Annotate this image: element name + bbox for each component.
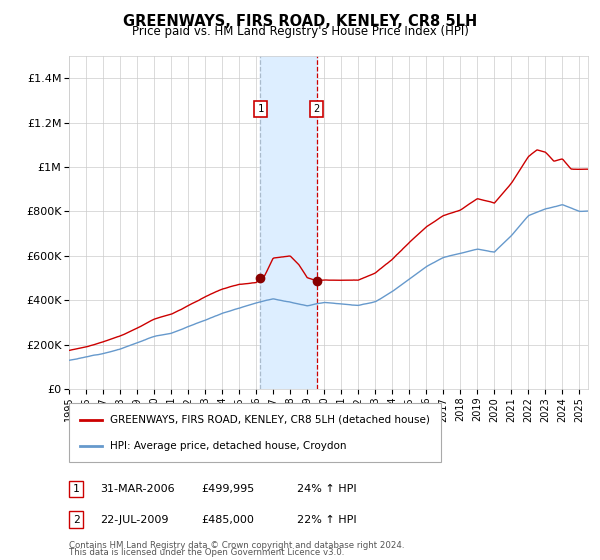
- Text: This data is licensed under the Open Government Licence v3.0.: This data is licensed under the Open Gov…: [69, 548, 344, 557]
- Text: 31-MAR-2006: 31-MAR-2006: [100, 484, 175, 494]
- Text: GREENWAYS, FIRS ROAD, KENLEY, CR8 5LH: GREENWAYS, FIRS ROAD, KENLEY, CR8 5LH: [123, 14, 477, 29]
- Text: 2: 2: [313, 104, 320, 114]
- Text: Contains HM Land Registry data © Crown copyright and database right 2024.: Contains HM Land Registry data © Crown c…: [69, 541, 404, 550]
- FancyBboxPatch shape: [69, 403, 441, 462]
- Text: 22% ↑ HPI: 22% ↑ HPI: [297, 515, 356, 525]
- Text: 1: 1: [73, 484, 80, 494]
- Text: HPI: Average price, detached house, Croydon: HPI: Average price, detached house, Croy…: [110, 441, 346, 451]
- Bar: [260, 56, 317, 389]
- Text: £499,995: £499,995: [201, 484, 254, 494]
- Text: Price paid vs. HM Land Registry's House Price Index (HPI): Price paid vs. HM Land Registry's House …: [131, 25, 469, 38]
- Text: 1: 1: [257, 104, 263, 114]
- Text: 2: 2: [73, 515, 80, 525]
- Text: 22-JUL-2009: 22-JUL-2009: [100, 515, 169, 525]
- Text: GREENWAYS, FIRS ROAD, KENLEY, CR8 5LH (detached house): GREENWAYS, FIRS ROAD, KENLEY, CR8 5LH (d…: [110, 414, 430, 424]
- Text: 24% ↑ HPI: 24% ↑ HPI: [297, 484, 356, 494]
- Text: £485,000: £485,000: [201, 515, 254, 525]
